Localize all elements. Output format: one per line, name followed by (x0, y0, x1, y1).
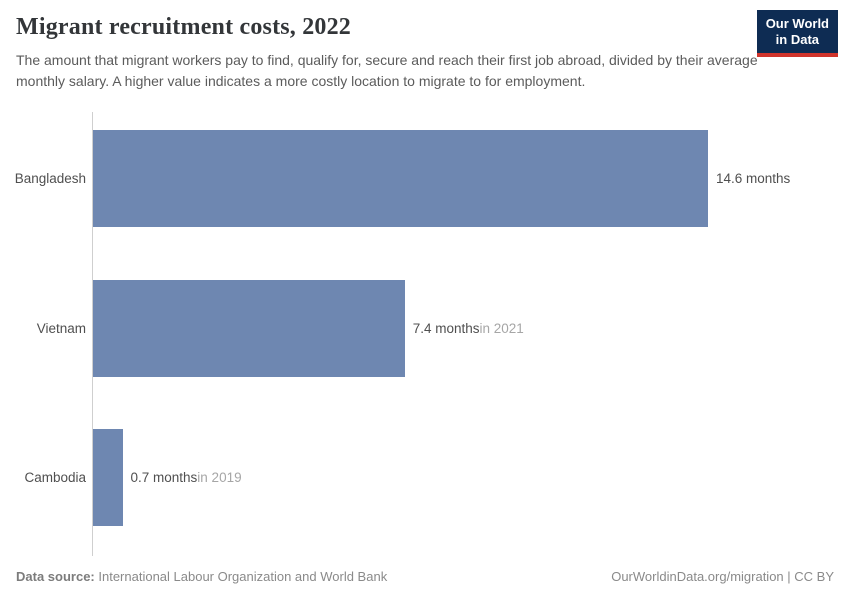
bar-bangladesh (93, 130, 708, 227)
bar-chart-plot-area: Bangladesh 14.6 months Vietnam 7.4 month… (0, 112, 850, 556)
bar-row-vietnam: Vietnam 7.4 months in 2021 (0, 280, 840, 377)
chart-subtitle: The amount that migrant workers pay to f… (16, 52, 758, 89)
footer-attribution: OurWorldinData.org/migration | CC BY (611, 569, 834, 584)
bar-row-cambodia: Cambodia 0.7 months in 2019 (0, 429, 840, 526)
year-note: in 2021 (479, 321, 524, 336)
bar-cambodia (93, 429, 123, 526)
category-label: Vietnam (36, 321, 86, 336)
chart-footer: Data source: International Labour Organi… (16, 569, 834, 584)
owid-logo: Our World in Data (756, 10, 838, 57)
year-note: in 2019 (197, 470, 242, 485)
bar-vietnam (93, 280, 405, 377)
y-axis-line (92, 112, 93, 556)
value-label: 0.7 months (130, 470, 198, 485)
data-source-text: International Labour Organization and Wo… (94, 569, 388, 584)
category-label: Cambodia (24, 470, 86, 485)
data-source-line: Data source: International Labour Organi… (16, 569, 387, 584)
bar-row-bangladesh: Bangladesh 14.6 months (0, 130, 840, 227)
value-label: 14.6 months (716, 171, 791, 186)
owid-logo-line2: in Data (775, 32, 820, 47)
chart-header: Migrant recruitment costs, 2022 The amou… (16, 14, 834, 92)
page-title: Migrant recruitment costs, 2022 (16, 14, 352, 40)
data-source-label: Data source: (16, 569, 95, 584)
category-label: Bangladesh (14, 171, 86, 186)
owid-logo-line1: Our World (765, 16, 829, 31)
value-label: 7.4 months (412, 321, 480, 336)
